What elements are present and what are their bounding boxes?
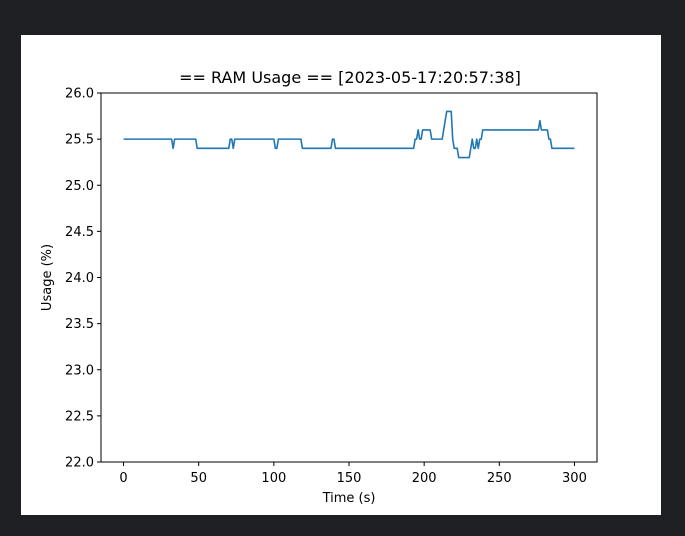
x-tick-label: 100 [261,471,286,486]
chart-title: == RAM Usage == [2023-05-17:20:57:38] [179,68,521,87]
x-axis-ticks: 0 50 100 150 200 250 300 [119,462,587,486]
x-axis-label: Time (s) [322,491,376,506]
x-tick-label: 50 [190,471,207,486]
x-tick-label: 0 [119,471,127,486]
y-axis-ticks: 22.0 22.5 23.0 23.5 24.0 24.5 25.0 25.5 26.0 [65,87,101,471]
y-tick-label: 24.5 [65,225,94,240]
y-tick-label: 25.0 [65,179,94,194]
chart-svg: == RAM Usage == [2023-05-17:20:57:38] 0 5… [40,68,598,506]
y-tick-label: 24.0 [65,271,94,286]
plot-layer [123,110,575,159]
x-tick-label: 300 [562,471,587,486]
y-tick-label: 23.5 [65,317,94,332]
y-tick-label: 23.0 [65,363,94,378]
x-tick-label: 150 [337,471,362,486]
y-axis-label: Usage (%) [40,244,55,311]
x-tick-label: 200 [412,471,437,486]
y-tick-label: 22.0 [65,456,94,471]
y-tick-label: 22.5 [65,409,94,424]
y-tick-label: 26.0 [65,87,94,102]
series-line-0 [123,110,575,159]
y-tick-label: 25.5 [65,133,94,148]
x-tick-label: 250 [487,471,512,486]
chart-figure: == RAM Usage == [2023-05-17:20:57:38] 0 5… [21,35,661,515]
